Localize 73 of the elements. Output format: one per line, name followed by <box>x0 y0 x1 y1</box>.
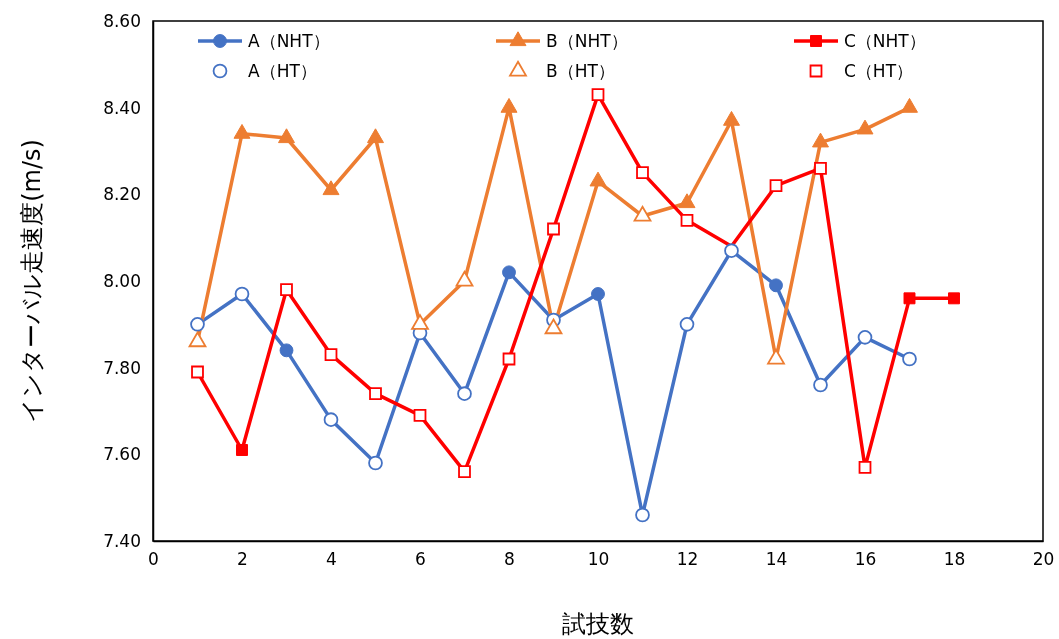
point <box>369 387 382 401</box>
point <box>411 314 429 330</box>
point <box>678 193 696 209</box>
legend-label: A（NHT） <box>248 31 330 51</box>
x-tick-label: 20 <box>1032 549 1055 570</box>
point <box>234 286 250 302</box>
x-tick-label: 0 <box>148 549 159 570</box>
point <box>457 386 472 401</box>
y-tick-label: 8.40 <box>103 97 141 118</box>
y-tick-label: 7.80 <box>103 357 141 378</box>
point <box>635 507 650 523</box>
x-axis-title: 試技数 <box>562 610 634 638</box>
point <box>857 330 873 345</box>
point <box>279 343 294 358</box>
point <box>633 205 652 222</box>
point <box>367 128 384 144</box>
point <box>324 348 338 362</box>
point <box>723 110 740 126</box>
point <box>769 179 783 193</box>
point <box>455 270 474 287</box>
point <box>724 243 739 258</box>
point <box>233 123 251 139</box>
legend-label: A（HT） <box>248 61 317 81</box>
point <box>500 97 518 113</box>
point <box>901 97 918 113</box>
legend-label: C（HT） <box>844 61 914 81</box>
point <box>814 161 827 175</box>
y-tick-label: 8.60 <box>103 10 141 31</box>
point <box>191 365 204 379</box>
point <box>190 317 205 332</box>
point <box>322 180 340 196</box>
point <box>188 331 207 348</box>
y-tick-label: 7.60 <box>103 444 141 465</box>
x-tick-label: 4 <box>326 549 337 570</box>
point <box>589 171 607 187</box>
point <box>680 213 694 227</box>
x-tick-label: 10 <box>587 549 610 570</box>
point <box>902 351 917 367</box>
x-tick-label: 14 <box>765 549 788 570</box>
y-axis-title: インターバル走速度(m/s) <box>18 139 46 423</box>
legend-label: B（NHT） <box>546 31 628 51</box>
point <box>502 265 516 280</box>
point <box>636 166 649 180</box>
point <box>903 292 916 305</box>
point <box>280 283 293 297</box>
x-tick-label: 16 <box>854 549 877 570</box>
legend-label: C（NHT） <box>844 31 926 51</box>
point <box>858 460 872 474</box>
point <box>458 465 471 479</box>
point <box>591 287 605 301</box>
y-tick-label: 7.40 <box>103 530 141 551</box>
point <box>323 412 339 427</box>
legend-label: B（HT） <box>546 61 615 81</box>
point <box>813 377 828 393</box>
x-tick-label: 8 <box>504 549 515 570</box>
y-tick-label: 8.00 <box>103 270 141 291</box>
point <box>236 444 248 456</box>
point <box>544 318 563 335</box>
point <box>547 222 560 236</box>
point <box>679 317 695 332</box>
point <box>856 119 874 135</box>
x-tick-label: 6 <box>415 549 426 570</box>
x-tick-label: 2 <box>237 549 248 570</box>
x-tick-label: 18 <box>943 549 966 570</box>
point <box>948 292 960 305</box>
point <box>502 352 516 366</box>
point <box>413 408 427 422</box>
y-tick-label: 8.20 <box>103 184 141 205</box>
point <box>812 132 829 148</box>
x-tick-label: 12 <box>676 549 699 570</box>
point <box>368 455 383 471</box>
point <box>769 278 783 293</box>
point <box>278 128 295 144</box>
